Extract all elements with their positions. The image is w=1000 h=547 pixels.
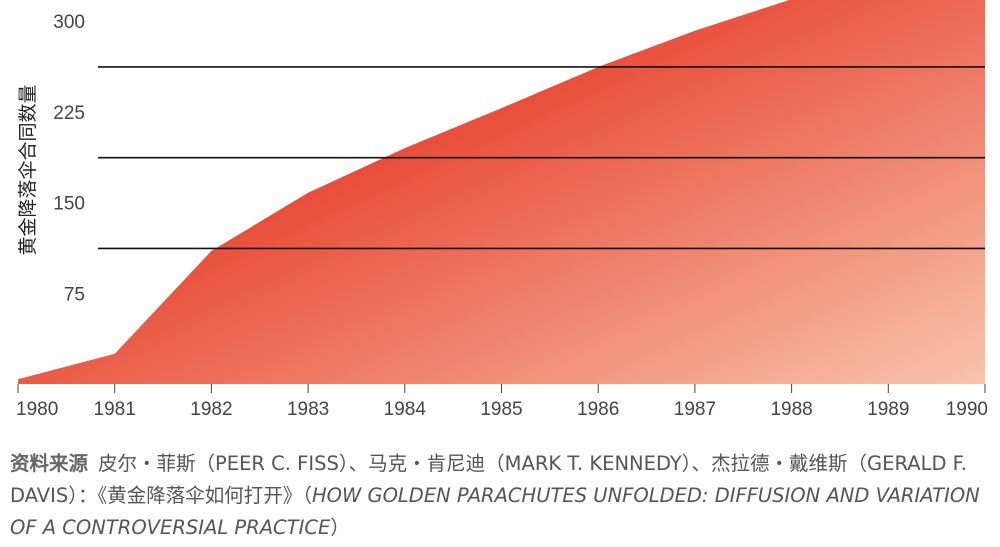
source-note: 资料来源 皮尔・菲斯（PEER C. FISS）、马克・肯尼迪（MARK T. K… [10, 448, 990, 544]
x-tick-label-1980: 1980 [16, 399, 58, 420]
x-tick-label-1984: 1984 [384, 399, 427, 420]
source-title: HOW GOLDEN PARACHUTES UNFOLDED: DIFFUSIO… [10, 484, 980, 539]
y-tick-label-225: 225 [53, 103, 85, 124]
x-tick-label-1983: 1983 [287, 399, 329, 420]
x-tick-label-1985: 1985 [480, 399, 522, 420]
area-series [18, 0, 985, 384]
x-tick-label-1988: 1988 [770, 399, 812, 420]
y-tick-label-300: 300 [53, 12, 85, 33]
x-tick-label-1989: 1989 [867, 399, 909, 420]
x-tick-label-1987: 1987 [674, 399, 716, 420]
y-axis-label: 黄金降落伞合同数量 [17, 84, 39, 255]
area-chart: 1980 1981 1982 1983 1984 1985 1986 1987 1988 1989… [16, 0, 988, 420]
source-label: 资料来源 [10, 452, 89, 475]
x-tick-label-1982: 1982 [190, 399, 232, 420]
x-tick-label-1981: 1981 [94, 399, 136, 420]
x-tick-label-1986: 1986 [577, 399, 619, 420]
x-tick-label-1990: 1990 [946, 399, 988, 420]
y-tick-label-75: 75 [64, 284, 85, 305]
source-close: ） [330, 516, 350, 539]
y-tick-label-150: 150 [53, 194, 85, 215]
source-text: 皮尔・菲斯（PEER C. FISS）、马克・肯尼迪（MARK T. KENNE… [10, 452, 967, 507]
